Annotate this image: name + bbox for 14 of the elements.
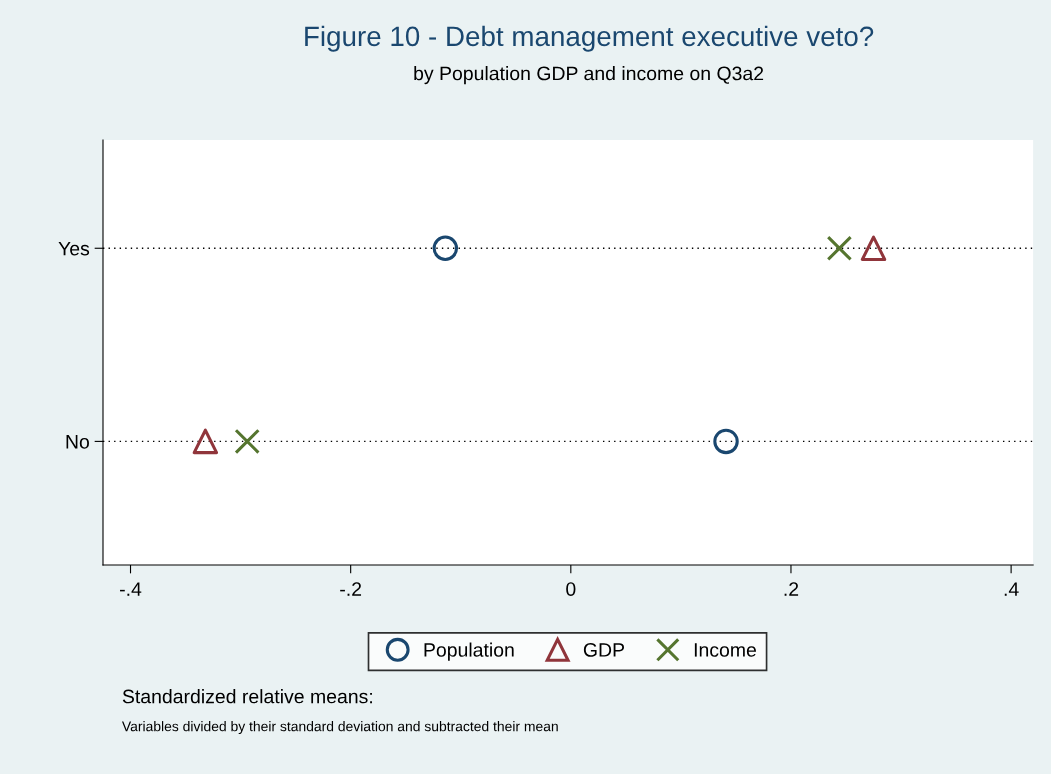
x-tick-label: .4 [1004,582,1019,596]
chart-subtitle: by Population GDP and income on Q3a2 [414,66,764,85]
x-tick-label: -.4 [120,582,142,596]
legend-label: GDP [583,643,625,657]
x-tick-label: .2 [784,582,799,596]
x-tick-label: -.2 [340,582,362,596]
text: Variables divided by their standard deviation and subtracted their mean [121,721,558,735]
y-tick-label: Yes [58,241,90,256]
legend-label: Population [424,642,514,661]
legend-label: Income [694,643,756,657]
x-tick-label: 0 [566,582,576,596]
text: Standardized relative means: [122,689,372,704]
chart-title: Figure 10 - Debt management executive veto? [305,25,874,52]
y-tick-label: No [66,435,89,449]
